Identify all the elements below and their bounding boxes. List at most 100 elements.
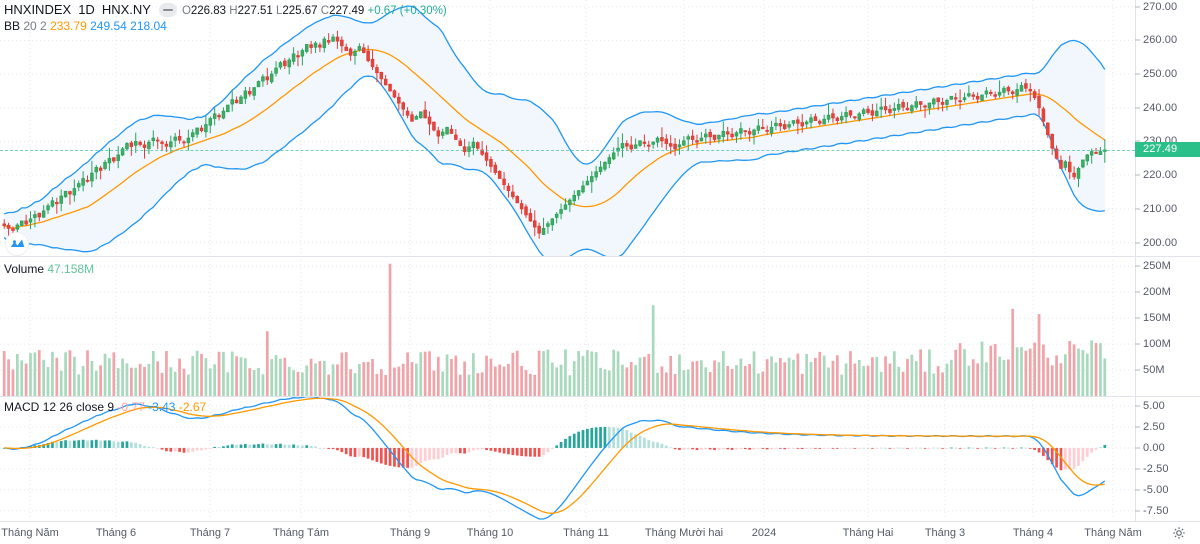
candle-body[interactable] <box>133 141 138 146</box>
macd-histogram-bar[interactable] <box>976 447 980 449</box>
volume-bar[interactable] <box>713 360 716 396</box>
volume-bar[interactable] <box>971 359 975 396</box>
volume-bar[interactable] <box>559 364 563 396</box>
macd-histogram-bar[interactable] <box>590 427 594 448</box>
volume-bar[interactable] <box>572 361 576 396</box>
macd-histogram-bar[interactable] <box>463 447 466 454</box>
bollinger-legend[interactable]: BB 20 2 233.79 249.54 218.04 <box>4 19 167 34</box>
macd-histogram-bar[interactable] <box>568 436 572 448</box>
candle-body[interactable] <box>607 157 612 164</box>
macd-histogram-bar[interactable] <box>853 447 857 449</box>
candle-body[interactable] <box>256 81 261 88</box>
volume-bar[interactable] <box>853 363 857 396</box>
volume-bar[interactable] <box>770 356 773 396</box>
candle-body[interactable] <box>980 94 984 101</box>
macd-histogram-bar[interactable] <box>270 444 274 448</box>
volume-bar[interactable] <box>366 361 370 396</box>
macd-histogram-bar[interactable] <box>529 447 532 457</box>
macd-histogram-bar[interactable] <box>1050 447 1054 465</box>
volume-bar[interactable] <box>515 350 519 396</box>
candle-body[interactable] <box>533 220 537 228</box>
macd-histogram-bar[interactable] <box>349 447 352 457</box>
macd-histogram-bar[interactable] <box>116 441 120 448</box>
macd-histogram-bar[interactable] <box>72 440 76 448</box>
macd-histogram-bar[interactable] <box>108 440 111 448</box>
candle-body[interactable] <box>590 176 594 183</box>
macd-histogram-bar[interactable] <box>274 444 278 448</box>
candle-body[interactable] <box>129 142 134 147</box>
volume-bar[interactable] <box>914 361 918 396</box>
volume-bar[interactable] <box>498 364 502 396</box>
candle-body[interactable] <box>344 46 348 51</box>
volume-bar[interactable] <box>217 351 221 396</box>
macd-histogram-bar[interactable] <box>191 447 195 452</box>
candle-body[interactable] <box>739 128 743 134</box>
candle-body[interactable] <box>226 104 230 113</box>
candle-body[interactable] <box>752 129 756 136</box>
volume-bar[interactable] <box>647 353 651 396</box>
candle-body[interactable] <box>388 83 392 92</box>
candle-body[interactable] <box>309 44 313 48</box>
candle-body[interactable] <box>997 91 1002 96</box>
volume-bar[interactable] <box>252 370 256 396</box>
volume-bar[interactable] <box>717 362 721 396</box>
candle-body[interactable] <box>818 120 822 124</box>
macd-histogram-bar[interactable] <box>143 446 146 448</box>
candle-body[interactable] <box>1032 91 1037 99</box>
macd-histogram-bar[interactable] <box>485 447 488 450</box>
volume-bar[interactable] <box>112 352 116 396</box>
macd-histogram-bar[interactable] <box>818 447 822 449</box>
candle-body[interactable] <box>397 96 401 104</box>
macd-histogram-bar[interactable] <box>169 447 173 452</box>
macd-histogram-bar[interactable] <box>428 447 431 461</box>
volume-bar[interactable] <box>393 367 396 396</box>
volume-bar[interactable] <box>29 353 32 396</box>
candle-body[interactable] <box>427 116 432 125</box>
candle-body[interactable] <box>449 128 454 134</box>
candle-body[interactable] <box>1063 161 1068 168</box>
volume-bar[interactable] <box>577 350 580 396</box>
macd-histogram-bar[interactable] <box>586 428 589 448</box>
volume-bar[interactable] <box>638 357 642 396</box>
macd-histogram-bar[interactable] <box>173 447 177 452</box>
volume-bar[interactable] <box>493 366 497 396</box>
macd-histogram-bar[interactable] <box>691 447 694 450</box>
macd-histogram-bar[interactable] <box>765 447 769 450</box>
macd-histogram-bar[interactable] <box>379 447 383 464</box>
volume-bar[interactable] <box>222 351 225 396</box>
candle-body[interactable] <box>234 99 239 104</box>
volume-bar[interactable] <box>879 371 883 396</box>
volume-bar[interactable] <box>980 341 984 396</box>
macd-histogram-bar[interactable] <box>450 447 453 454</box>
candle-body[interactable] <box>989 91 993 95</box>
candle-body[interactable] <box>116 154 120 161</box>
candle-body[interactable] <box>984 90 989 95</box>
volume-bar[interactable] <box>68 350 72 396</box>
candle-body[interactable] <box>546 223 550 227</box>
candle-body[interactable] <box>208 118 213 126</box>
candle-body[interactable] <box>471 141 476 148</box>
volume-bar[interactable] <box>138 363 142 396</box>
volume-bar[interactable] <box>340 352 344 396</box>
volume-bar[interactable] <box>195 350 199 396</box>
candle-body[interactable] <box>190 132 195 138</box>
volume-bar[interactable] <box>529 373 532 396</box>
macd-histogram-bar[interactable] <box>945 447 949 449</box>
macd-histogram-bar[interactable] <box>244 443 247 448</box>
macd-histogram-bar[interactable] <box>322 447 326 449</box>
candle-body[interactable] <box>401 102 405 110</box>
volume-bar[interactable] <box>165 351 168 396</box>
candle-body[interactable] <box>37 212 42 218</box>
volume-bar[interactable] <box>594 352 598 396</box>
volume-bar[interactable] <box>949 359 953 396</box>
macd-histogram-bar[interactable] <box>204 447 208 450</box>
volume-bar[interactable] <box>857 359 861 396</box>
macd-histogram-bar[interactable] <box>331 447 335 450</box>
candle-body[interactable] <box>383 78 388 86</box>
volume-bar[interactable] <box>81 365 85 396</box>
volume-bar[interactable] <box>239 357 243 396</box>
volume-bar[interactable] <box>1059 363 1063 396</box>
candle-body[interactable] <box>717 135 721 140</box>
candle-body[interactable] <box>186 137 191 144</box>
